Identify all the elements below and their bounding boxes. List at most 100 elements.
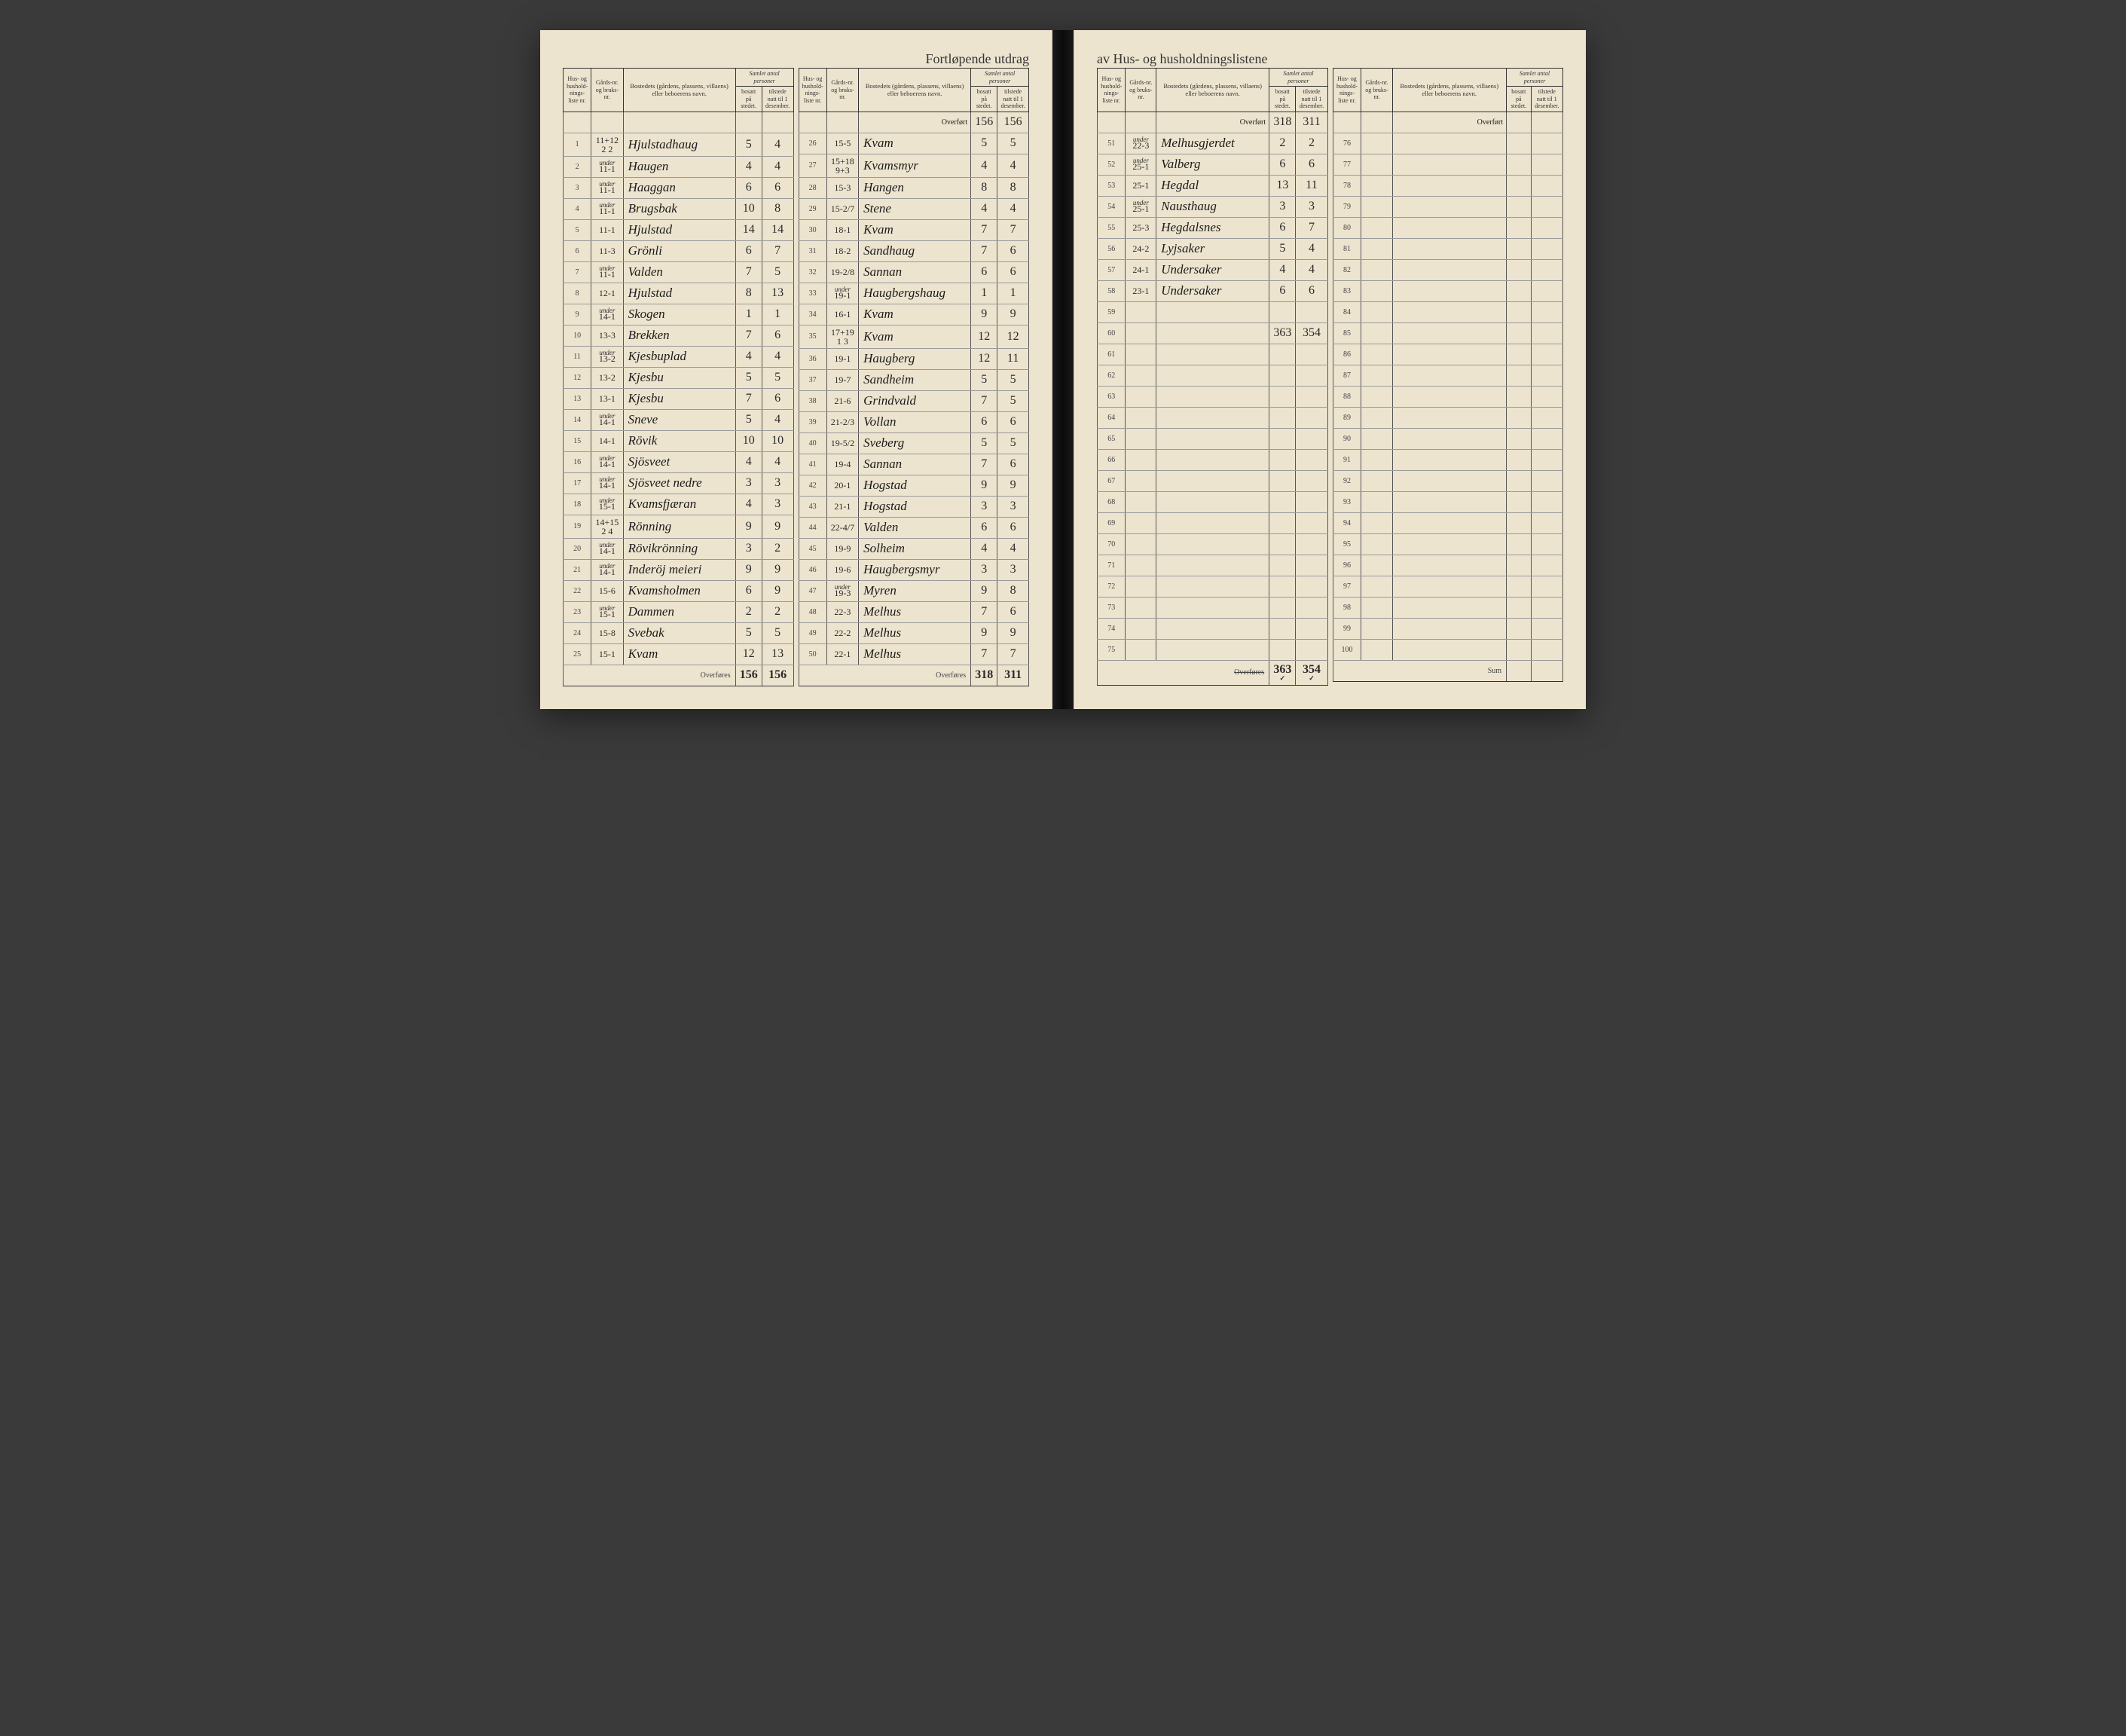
table-row: 40 19-5/2 Sveberg 5 5 bbox=[799, 432, 1029, 454]
row-number: 86 bbox=[1333, 344, 1361, 365]
row-number: 20 bbox=[564, 538, 591, 559]
row-number: 65 bbox=[1098, 428, 1126, 449]
bosatt-count: 4 bbox=[971, 154, 997, 177]
gard-nr: 13-1 bbox=[591, 388, 623, 409]
table-header: Hus- og hushold-nings-liste nr. Gårds-nr… bbox=[1333, 69, 1563, 112]
bosatt-count: 7 bbox=[971, 219, 997, 240]
table-row: 85 bbox=[1333, 322, 1563, 344]
tilstede-count bbox=[1531, 512, 1562, 533]
table-row: 27 15+189+3 Kvamsmyr 4 4 bbox=[799, 154, 1029, 177]
bosatt-count bbox=[1269, 555, 1296, 576]
table-header: Hus- og hushold-nings-liste nr. Gårds-nr… bbox=[1098, 69, 1328, 112]
footer-b: 363✓ bbox=[1269, 660, 1296, 685]
table-row: 21 under14-1 Inderöj meieri 9 9 bbox=[564, 559, 794, 580]
place-name bbox=[1156, 365, 1269, 386]
place-name: Lyjsaker bbox=[1156, 238, 1269, 259]
place-name bbox=[1392, 280, 1507, 301]
gard-nr bbox=[1361, 449, 1392, 470]
place-name: Stene bbox=[859, 198, 971, 219]
row-number: 55 bbox=[1098, 217, 1126, 238]
gard-nr: 19-2/8 bbox=[826, 261, 858, 283]
bosatt-count bbox=[1269, 639, 1296, 660]
table-row: 53 25-1 Hegdal 13 11 bbox=[1098, 175, 1328, 196]
bosatt-count bbox=[1507, 428, 1531, 449]
bosatt-count bbox=[1507, 386, 1531, 407]
table-row: 64 bbox=[1098, 407, 1328, 428]
table-row: 79 bbox=[1333, 196, 1563, 217]
bosatt-count bbox=[1507, 618, 1531, 639]
tilstede-count: 3 bbox=[997, 496, 1029, 517]
row-number: 23 bbox=[564, 601, 591, 622]
bosatt-count bbox=[1269, 386, 1296, 407]
bosatt-count bbox=[1269, 470, 1296, 491]
tilstede-count: 9 bbox=[997, 304, 1029, 325]
place-name: Dammen bbox=[623, 601, 735, 622]
place-name bbox=[1156, 449, 1269, 470]
place-name: Valden bbox=[623, 261, 735, 283]
tilstede-count: 6 bbox=[762, 388, 793, 409]
place-name bbox=[1392, 449, 1507, 470]
gard-nr bbox=[1361, 386, 1392, 407]
bosatt-count: 5 bbox=[1269, 238, 1296, 259]
bosatt-count: 8 bbox=[735, 283, 762, 304]
place-name: Valden bbox=[859, 517, 971, 538]
tilstede-count: 5 bbox=[997, 369, 1029, 390]
place-name bbox=[1156, 533, 1269, 555]
table-header: Hus- og hushold-nings-liste nr. Gårds-nr… bbox=[799, 69, 1029, 112]
tilstede-count: 1 bbox=[997, 283, 1029, 304]
row-number: 50 bbox=[799, 643, 826, 665]
row-number: 94 bbox=[1333, 512, 1361, 533]
row-number: 92 bbox=[1333, 470, 1361, 491]
bosatt-count bbox=[1507, 196, 1531, 217]
tilstede-count bbox=[1531, 597, 1562, 618]
table-row: 24 15-8 Svebak 5 5 bbox=[564, 622, 794, 643]
bosatt-count: 10 bbox=[735, 430, 762, 451]
table-row: 7 under11-1 Valden 7 5 bbox=[564, 261, 794, 283]
tilstede-count bbox=[1531, 259, 1562, 280]
gard-nr bbox=[1361, 133, 1392, 154]
table-row: 14 under14-1 Sneve 5 4 bbox=[564, 409, 794, 430]
gard-nr: under11-1 bbox=[591, 261, 623, 283]
gard-nr: 15-3 bbox=[826, 177, 858, 198]
place-name: Rönning bbox=[623, 515, 735, 538]
bosatt-count: 5 bbox=[971, 369, 997, 390]
gard-nr bbox=[1126, 512, 1156, 533]
place-name bbox=[1156, 576, 1269, 597]
tilstede-count: 7 bbox=[997, 643, 1029, 665]
gard-nr: 15-8 bbox=[591, 622, 623, 643]
tilstede-count: 4 bbox=[762, 346, 793, 367]
gard-nr: 19-9 bbox=[826, 538, 858, 559]
table-row: 49 22-2 Melhus 9 9 bbox=[799, 622, 1029, 643]
place-name: Solheim bbox=[859, 538, 971, 559]
table-row: 44 22-4/7 Valden 6 6 bbox=[799, 517, 1029, 538]
gard-nr: under11-1 bbox=[591, 198, 623, 219]
gard-nr bbox=[1361, 280, 1392, 301]
table-row: 88 bbox=[1333, 386, 1563, 407]
row-number: 4 bbox=[564, 198, 591, 219]
tilstede-count bbox=[1296, 365, 1327, 386]
table-row: 59 bbox=[1098, 301, 1328, 322]
tilstede-count: 10 bbox=[762, 430, 793, 451]
gard-nr: 22-1 bbox=[826, 643, 858, 665]
gard-nr: 18-2 bbox=[826, 240, 858, 261]
place-name: Sandheim bbox=[859, 369, 971, 390]
place-name: Skogen bbox=[623, 304, 735, 325]
gard-nr: under25-1 bbox=[1126, 154, 1156, 175]
tilstede-count: 4 bbox=[762, 133, 793, 156]
tilstede-count bbox=[1296, 491, 1327, 512]
tilstede-count: 9 bbox=[762, 515, 793, 538]
bosatt-count: 7 bbox=[971, 390, 997, 411]
place-name: Melhusgjerdet bbox=[1156, 133, 1269, 154]
tilstede-count: 6 bbox=[997, 411, 1029, 432]
row-number: 59 bbox=[1098, 301, 1126, 322]
table-row: 19 14+152 4 Rönning 9 9 bbox=[564, 515, 794, 538]
footer-b: 156 bbox=[735, 665, 762, 686]
footer-b bbox=[1507, 660, 1531, 681]
gard-nr bbox=[1126, 407, 1156, 428]
place-name: Haaggan bbox=[623, 177, 735, 198]
tilstede-count: 3 bbox=[762, 472, 793, 494]
tilstede-count bbox=[1531, 217, 1562, 238]
bosatt-count bbox=[1269, 301, 1296, 322]
tilstede-count: 13 bbox=[762, 283, 793, 304]
bosatt-count: 5 bbox=[971, 432, 997, 454]
